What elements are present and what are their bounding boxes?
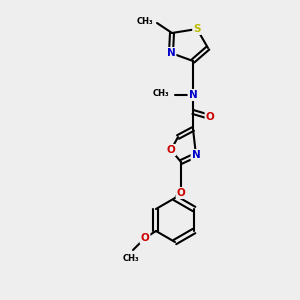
Text: CH₃: CH₃	[136, 16, 153, 26]
Text: CH₃: CH₃	[123, 254, 139, 263]
Text: O: O	[167, 145, 176, 155]
Text: N: N	[192, 150, 200, 160]
Text: N: N	[189, 90, 197, 100]
Text: CH₃: CH₃	[152, 89, 169, 98]
Text: O: O	[177, 188, 185, 198]
Text: O: O	[206, 112, 214, 122]
Text: S: S	[193, 24, 201, 34]
Text: N: N	[167, 48, 176, 58]
Text: O: O	[141, 233, 149, 243]
